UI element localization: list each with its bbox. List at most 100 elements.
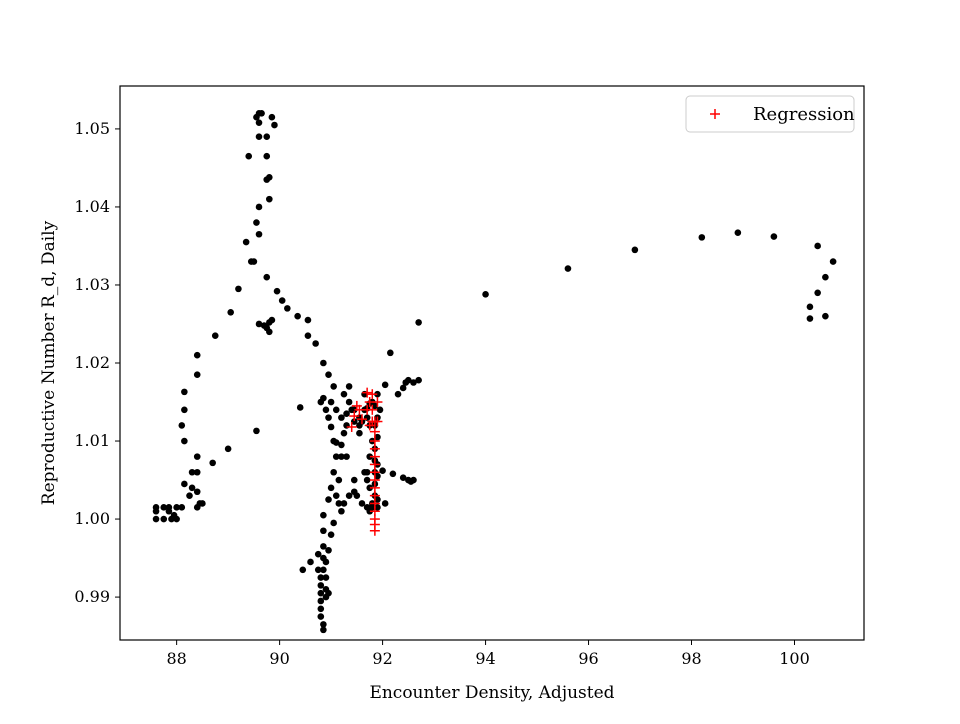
data-point [806,315,814,322]
regression-point [349,411,360,422]
data-point [361,468,368,476]
regression-point [346,421,357,432]
data-point [327,531,335,538]
data-point [374,433,381,441]
data-point [266,328,273,336]
data-point [363,476,371,484]
data-point [304,332,312,339]
data-point [358,500,366,507]
plot-frame [119,85,865,641]
regression-point [362,387,373,398]
x-tick-label: 100 [779,649,810,668]
data-point [381,500,389,507]
data-point [325,589,332,597]
data-point [314,566,322,574]
data-point [227,308,234,316]
data-point [178,422,186,429]
data-point [343,410,350,418]
data-point [415,376,422,384]
y-tick-label: 1.00 [74,509,110,528]
data-point [320,554,327,562]
data-point [193,453,201,460]
legend-label-regression: Regression [753,104,855,125]
data-point [312,340,319,347]
data-point [814,242,821,250]
data-point [410,476,417,484]
data-point [322,574,330,581]
data-point [296,404,304,411]
data-point [350,418,358,425]
data-point [245,152,253,160]
regression-point [369,426,380,437]
data-point [186,492,193,499]
data-point [335,500,343,507]
data-point [325,414,332,421]
data-point [284,305,291,312]
data-point [374,504,381,511]
data-point [271,121,278,129]
data-point [152,504,160,511]
regression-point [372,416,383,427]
data-point [253,219,260,226]
data-point [181,480,188,488]
data-point [266,195,273,203]
data-point [325,546,332,554]
data-point [255,203,263,211]
data-point [340,390,348,398]
data-point [389,470,397,478]
data-point [374,496,381,503]
data-point [345,492,353,499]
data-point [327,423,335,431]
data-point [304,316,312,324]
data-point [181,437,188,445]
data-point [631,246,639,254]
data-point [734,229,742,236]
data-point [199,500,206,507]
data-point [338,441,345,449]
data-point [371,402,379,410]
data-point [770,233,778,240]
data-point [327,398,335,406]
data-point [322,406,330,414]
data-point [263,273,271,281]
data-point [193,488,201,496]
data-point [340,500,348,507]
data-point [152,515,160,523]
data-point [263,133,271,141]
data-point [376,406,384,414]
data-point [415,319,422,326]
data-point [806,303,814,311]
data-point [263,152,271,160]
regression-point [362,404,373,415]
data-point [250,258,258,265]
x-tick-label: 90 [269,649,289,668]
data-point [338,414,345,421]
data-point [363,504,371,511]
data-point [330,519,337,527]
data-point [335,476,343,484]
y-tick-label: 1.01 [74,431,110,450]
data-point [399,474,407,482]
data-point [394,390,402,398]
data-point [268,113,276,121]
data-point [188,468,196,476]
data-point [343,453,350,460]
data-point [317,597,325,605]
data-point [330,468,337,476]
data-point [829,258,837,265]
data-point [317,589,325,597]
data-point [340,429,348,437]
data-point [188,484,196,492]
axis-ticks: 88 90 92 94 96 98 100 0.99 1.00 1.01 1.02 1.03 1.04 1… [74,119,809,668]
data-marks [152,110,837,634]
data-point [294,312,301,320]
y-tick-label: 1.03 [74,275,110,294]
data-point [253,427,260,435]
data-point [348,406,355,414]
y-tick-label: 1.04 [74,197,110,216]
x-tick-label: 88 [166,649,186,668]
legend-box [685,95,855,133]
data-point [814,289,821,297]
data-point [317,605,325,613]
